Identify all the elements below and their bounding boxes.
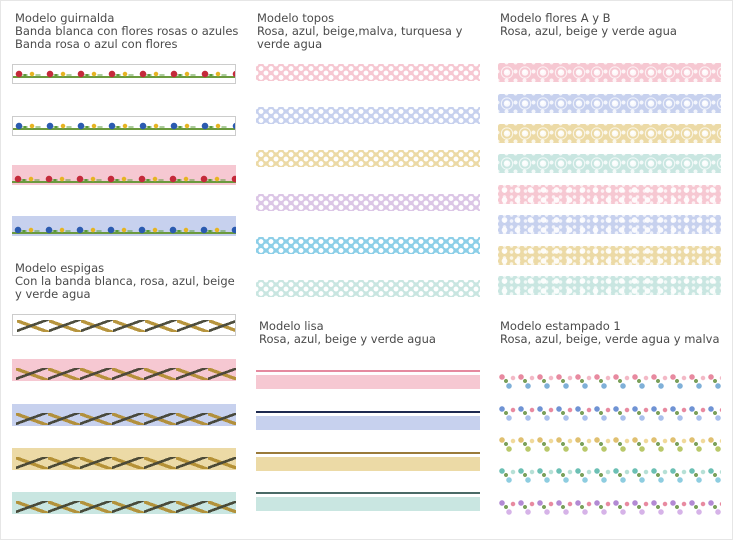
flores-b-strip-beige xyxy=(498,246,721,265)
flores-a-strip-beige xyxy=(498,124,721,143)
topos-strip-turquesa xyxy=(256,237,480,254)
estampado-strip-azul xyxy=(498,404,721,424)
flores-b-strip-rosa xyxy=(498,185,721,204)
lisa-strip-azul xyxy=(256,409,480,430)
topos-strip-azul xyxy=(256,107,480,124)
estampado-title: Modelo estampado 1 xyxy=(500,319,621,333)
flores-title: Modelo flores A y B xyxy=(500,11,611,25)
guirnalda-title: Modelo guirnalda xyxy=(15,11,115,25)
guirnalda-caption: Modelo guirnalda Banda blanca con flores… xyxy=(15,12,238,51)
lisa-strip-rosa xyxy=(256,368,480,389)
espigas-strip-pink xyxy=(12,359,236,381)
estampado-strip-beige xyxy=(498,435,721,455)
espigas-strip-beige xyxy=(12,448,236,470)
estampado-line1: Rosa, azul, beige, verde agua y malva xyxy=(500,332,720,346)
flores-a-strip-verde-agua xyxy=(498,154,721,173)
espigas-strip-verde-agua xyxy=(12,492,236,514)
espigas-strip-white xyxy=(12,314,236,336)
lisa-caption: Modelo lisa Rosa, azul, beige y verde ag… xyxy=(259,320,436,346)
guirnalda-line1: Banda blanca con flores rosas o azules xyxy=(15,24,239,38)
flores-b-strip-verde-agua xyxy=(498,276,721,295)
guirnalda-strip-white-pink xyxy=(12,64,236,84)
topos-strip-malva xyxy=(256,194,480,211)
flores-a-strip-azul xyxy=(498,94,721,113)
espigas-line1: Con la banda blanca, rosa, azul, beige xyxy=(15,274,235,288)
topos-strip-rosa xyxy=(256,64,480,81)
topos-caption: Modelo topos Rosa, azul, beige,malva, tu… xyxy=(257,12,462,51)
topos-strip-beige xyxy=(256,150,480,167)
guirnalda-strip-blue xyxy=(12,216,236,236)
espigas-title: Modelo espigas xyxy=(15,261,105,275)
topos-strip-verde-agua xyxy=(256,280,480,297)
espigas-line2: y verde agua xyxy=(15,287,91,301)
topos-line1: Rosa, azul, beige,malva, turquesa y xyxy=(257,24,463,38)
flores-b-strip-azul xyxy=(498,215,721,234)
espigas-strip-blue xyxy=(12,404,236,426)
guirnalda-strip-white-blue xyxy=(12,116,236,136)
topos-title: Modelo topos xyxy=(257,11,335,25)
guirnalda-strip-pink xyxy=(12,165,236,185)
lisa-strip-verde-agua xyxy=(256,490,480,511)
lisa-line1: Rosa, azul, beige y verde agua xyxy=(259,332,436,346)
flores-caption: Modelo flores A y B Rosa, azul, beige y … xyxy=(500,12,677,38)
flores-a-strip-rosa xyxy=(498,63,721,82)
estampado-caption: Modelo estampado 1 Rosa, azul, beige, ve… xyxy=(500,320,720,346)
estampado-strip-verde-agua xyxy=(498,466,721,486)
guirnalda-line2: Banda rosa o azul con flores xyxy=(15,37,178,51)
espigas-caption: Modelo espigas Con la banda blanca, rosa… xyxy=(15,262,235,301)
estampado-strip-malva xyxy=(498,498,721,518)
lisa-strip-beige xyxy=(256,450,480,471)
flores-line1: Rosa, azul, beige y verde agua xyxy=(500,24,677,38)
lisa-title: Modelo lisa xyxy=(259,319,324,333)
estampado-strip-rosa xyxy=(498,372,721,392)
topos-line2: verde agua xyxy=(257,37,323,51)
